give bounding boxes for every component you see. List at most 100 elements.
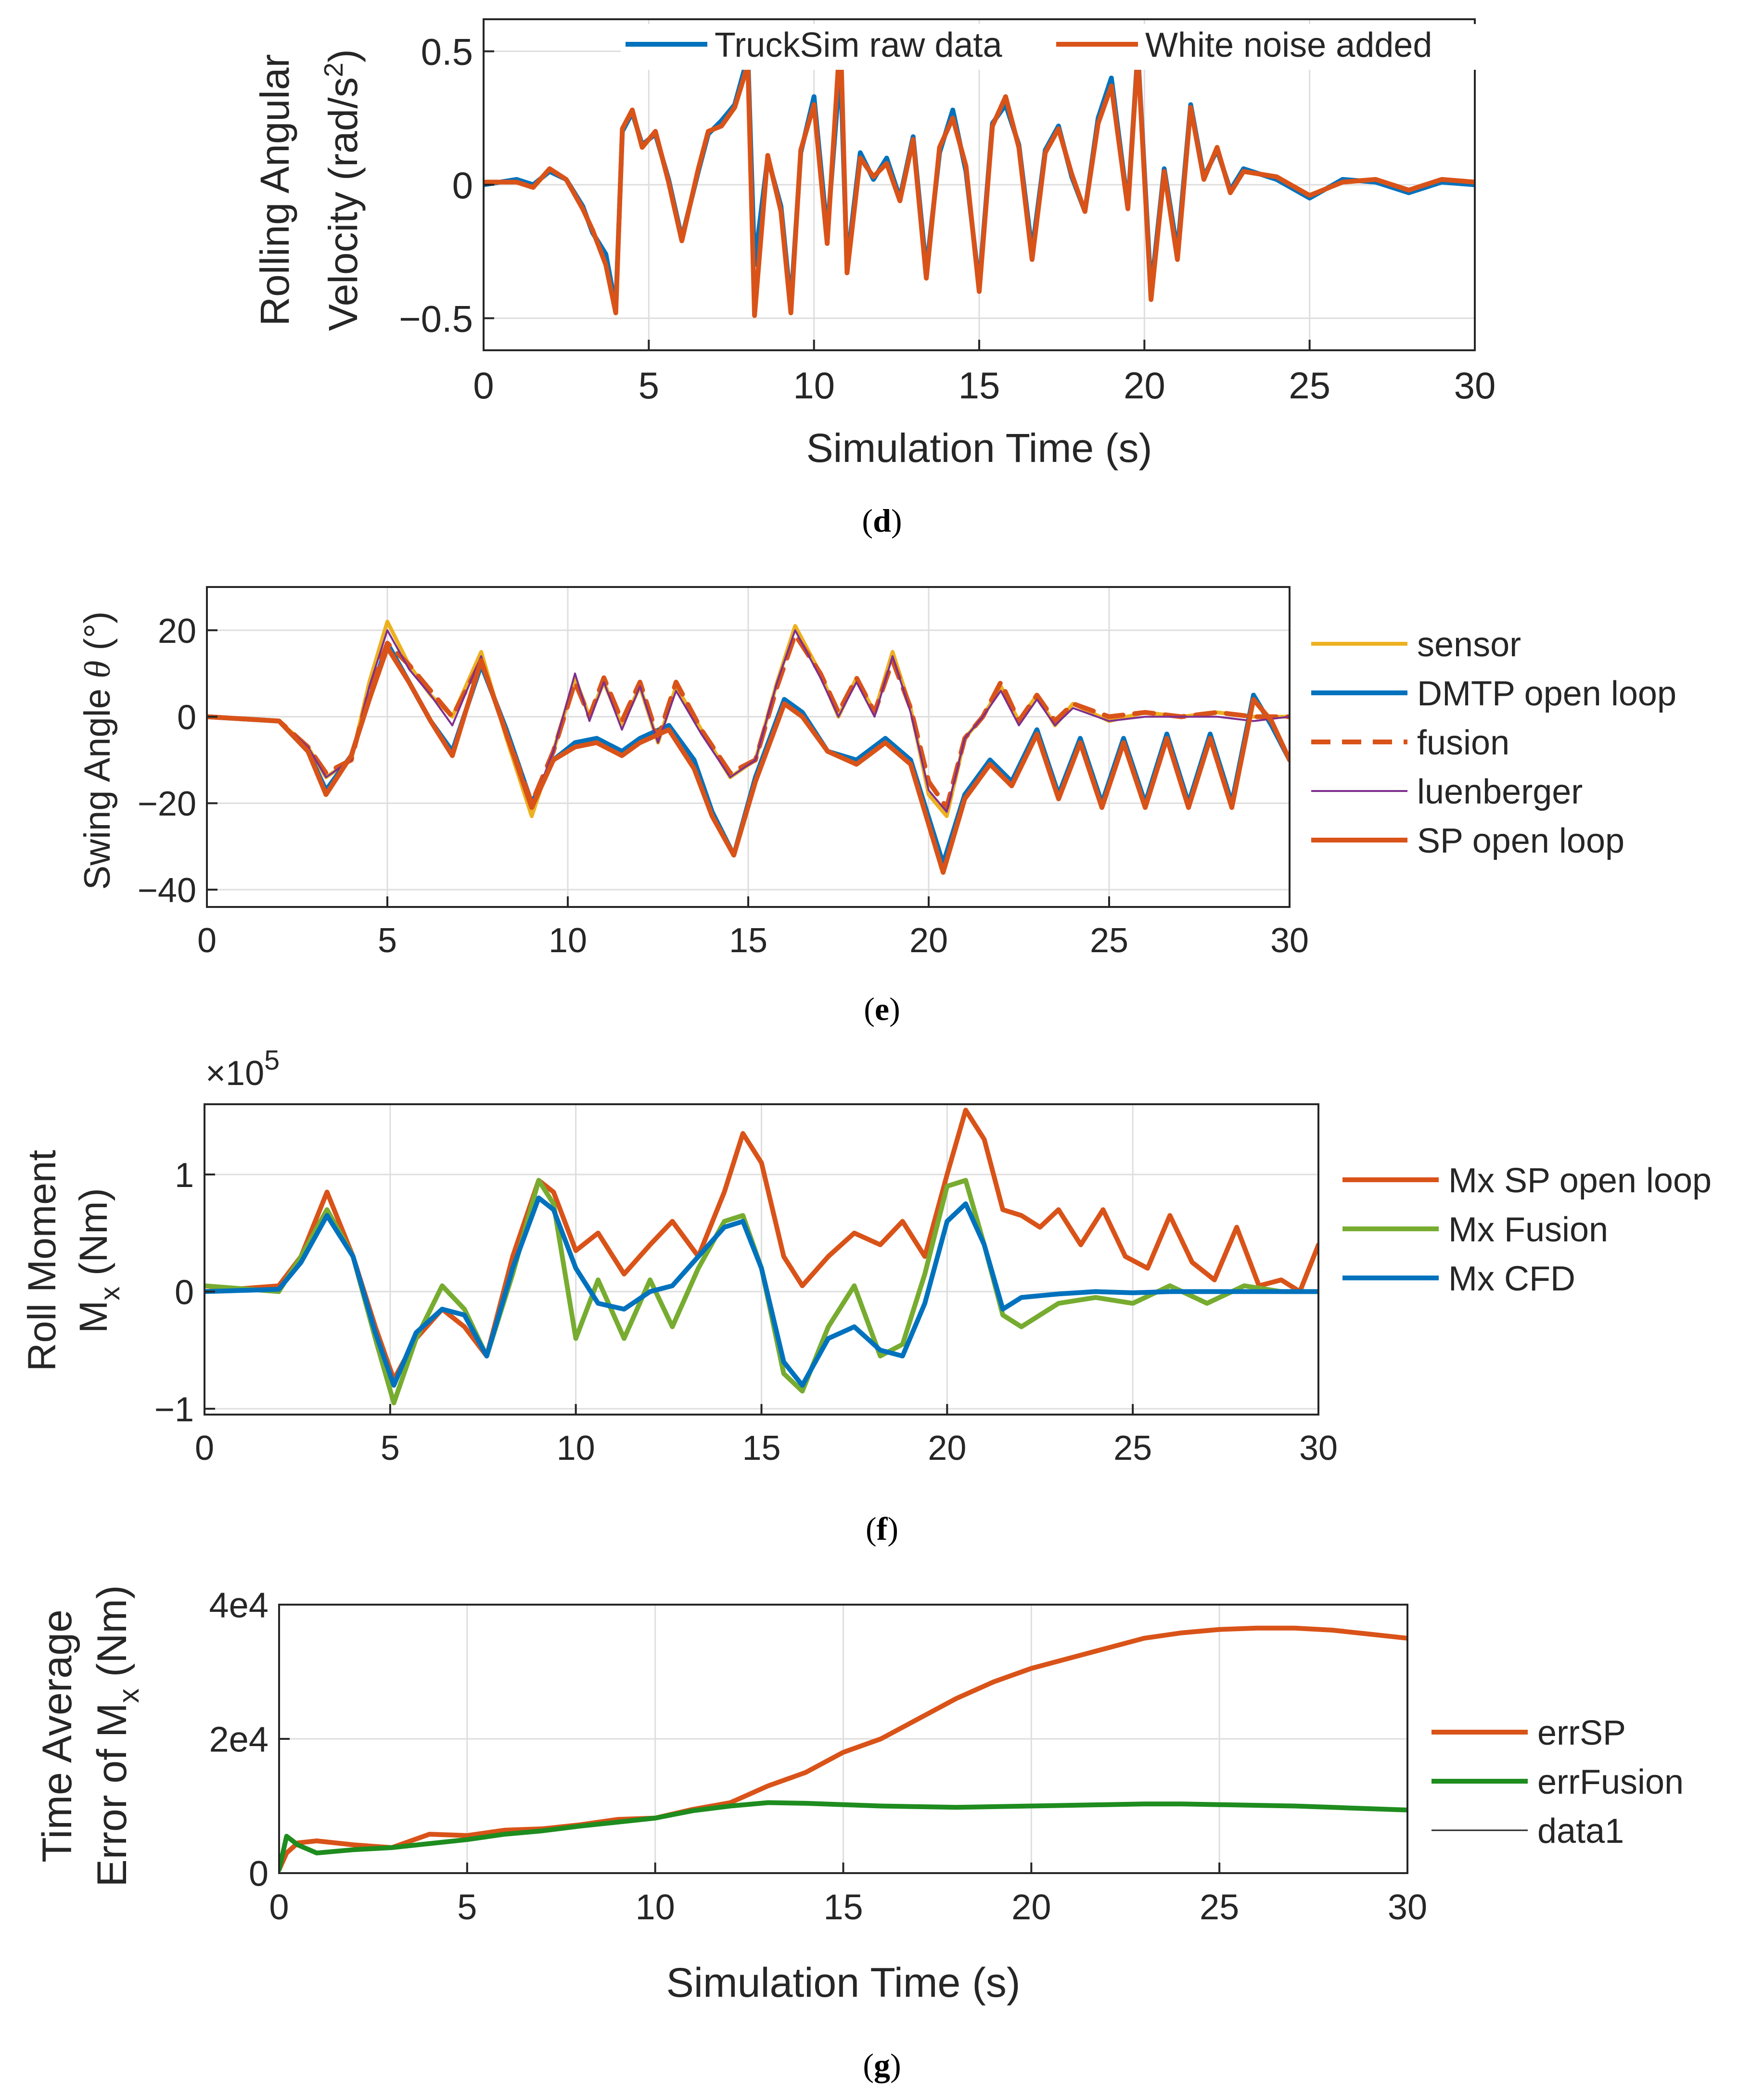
y-axis-label-part: Error of M <box>89 1703 135 1887</box>
x-tick-label: 10 <box>636 1887 675 1927</box>
panel-caption: (d) <box>862 502 902 539</box>
caption-paren: ( <box>866 1510 877 1547</box>
caption-letter: f <box>877 1510 888 1547</box>
x-tick-label: 30 <box>1454 364 1496 407</box>
x-tick-label: 5 <box>639 364 659 407</box>
y-axis-label: Rolling Angular <box>252 54 297 326</box>
x-tick-label: 10 <box>549 921 587 960</box>
legend: sensor DMTP open loop fusion luenberger SP o… <box>1311 625 1676 860</box>
legend: Mx SP open loop Mx Fusion Mx CFD <box>1342 1161 1712 1298</box>
legend: TruckSim raw data White noise added <box>621 24 1482 70</box>
caption-letter: e <box>875 991 889 1027</box>
y-axis-label: Error of Mx (Nm) <box>89 1585 145 1887</box>
legend-label: SP open loop <box>1417 822 1624 860</box>
caption-paren: ( <box>863 2047 874 2083</box>
x-tick-label: 15 <box>729 921 767 960</box>
x-tick-label: 5 <box>378 921 397 960</box>
caption-letter: d <box>873 502 891 539</box>
x-axis-label: Simulation Time (s) <box>666 1960 1021 2006</box>
y-axis-label: Velocity (rad/s2) <box>319 49 366 331</box>
x-tick-label: 30 <box>1299 1429 1338 1468</box>
y-tick-label: 0 <box>249 1854 268 1894</box>
legend-label: Mx CFD <box>1448 1260 1575 1298</box>
y-axis-label-part: (Nm) <box>89 1585 135 1688</box>
x-tick-label: 15 <box>742 1429 780 1468</box>
y-axis-label-part: (Nm) <box>72 1188 115 1287</box>
legend-label: errSP <box>1537 1714 1626 1752</box>
y-tick-label: 0 <box>177 699 196 737</box>
legend-label: TruckSim raw data <box>715 26 1002 64</box>
legend-box <box>621 24 1482 70</box>
series-line-errfusion <box>279 1800 1407 1872</box>
exponent-power: 5 <box>264 1045 280 1076</box>
x-tick-label: 15 <box>823 1887 863 1927</box>
legend: errSP errFusion data1 <box>1432 1714 1684 1851</box>
series-line-errsp <box>279 1625 1407 1872</box>
y-tick-label: −0.5 <box>399 297 473 340</box>
x-tick-label: 20 <box>1011 1887 1051 1927</box>
chart-g: 0 5 10 15 20 25 30 0 2e4 4e4 Simulation Time (s) Ti… <box>34 1585 1684 2083</box>
x-tick-label: 0 <box>473 364 494 407</box>
x-tick-label: 20 <box>928 1429 966 1468</box>
x-tick-label: 15 <box>959 364 1000 407</box>
y-axis-label: Roll Moment <box>20 1150 64 1371</box>
y-axis-label-part: Velocity (rad/s <box>320 77 366 331</box>
x-tick-label: 10 <box>793 364 835 407</box>
exponent-label: ×105 <box>205 1045 280 1093</box>
series-line-sp-open-loop <box>207 645 1290 875</box>
series-line-white-noise-added <box>484 30 1475 318</box>
y-tick-label: −40 <box>138 871 196 910</box>
series-line-mx-cfd <box>205 1195 1318 1388</box>
y-axis-label-sub: x <box>113 1688 145 1703</box>
legend-label: fusion <box>1417 724 1509 762</box>
y-axis-label: Time Average <box>34 1609 80 1863</box>
legend-label: luenberger <box>1417 773 1583 811</box>
y-axis-label-part: M <box>72 1301 115 1333</box>
y-axis-label-sup: 2 <box>319 63 348 77</box>
y-axis-label-part: ) <box>320 49 366 63</box>
x-tick-label: 25 <box>1289 364 1330 407</box>
panel-caption: (f) <box>866 1510 898 1547</box>
x-tick-label: 25 <box>1113 1429 1152 1468</box>
x-tick-label: 30 <box>1270 921 1309 960</box>
y-axis-label-sub: x <box>95 1287 126 1301</box>
x-tick-label: 5 <box>457 1887 477 1927</box>
series-line-luenberger <box>207 629 1290 813</box>
caption-letter: g <box>874 2047 890 2083</box>
x-tick-label: 25 <box>1200 1887 1239 1927</box>
x-tick-label: 30 <box>1388 1887 1427 1927</box>
legend-label: Mx SP open loop <box>1448 1161 1712 1200</box>
x-tick-label: 20 <box>1124 364 1165 407</box>
x-tick-label: 0 <box>197 921 217 960</box>
y-tick-label: 1 <box>175 1156 194 1195</box>
x-tick-label: 25 <box>1090 921 1128 960</box>
y-tick-label: 4e4 <box>209 1585 268 1625</box>
legend-label: data1 <box>1537 1812 1624 1851</box>
y-tick-label: −20 <box>138 785 196 823</box>
x-tick-label: 0 <box>195 1429 214 1468</box>
y-axis-label: Swing Angle θ (°) <box>77 612 118 890</box>
caption-paren: ) <box>891 502 902 539</box>
y-axis-label-greek: θ <box>77 661 118 678</box>
y-axis-label: Mx (Nm) <box>72 1188 126 1333</box>
y-tick-label: 2e4 <box>209 1720 268 1760</box>
legend-label: DMTP open loop <box>1417 675 1676 713</box>
caption-paren: ) <box>887 1510 898 1547</box>
y-tick-label: −1 <box>154 1391 194 1429</box>
y-tick-label: 0 <box>452 164 473 206</box>
panel-caption: (g) <box>863 2047 901 2083</box>
caption-paren: ( <box>862 502 873 539</box>
legend-label: errFusion <box>1537 1763 1684 1801</box>
legend-label: White noise added <box>1145 26 1432 64</box>
legend-label: Mx Fusion <box>1448 1211 1608 1249</box>
x-tick-label: 5 <box>381 1429 400 1468</box>
y-tick-label: 0.5 <box>421 31 473 73</box>
chart-e: 0 5 10 15 20 25 30 −40 −20 0 20 Swing Angle θ (°) se… <box>77 586 1676 1027</box>
x-tick-label: 20 <box>909 921 948 960</box>
y-axis-label-part: Swing Angle <box>77 678 118 890</box>
x-tick-label: 0 <box>269 1887 289 1927</box>
caption-paren: ( <box>864 991 875 1027</box>
